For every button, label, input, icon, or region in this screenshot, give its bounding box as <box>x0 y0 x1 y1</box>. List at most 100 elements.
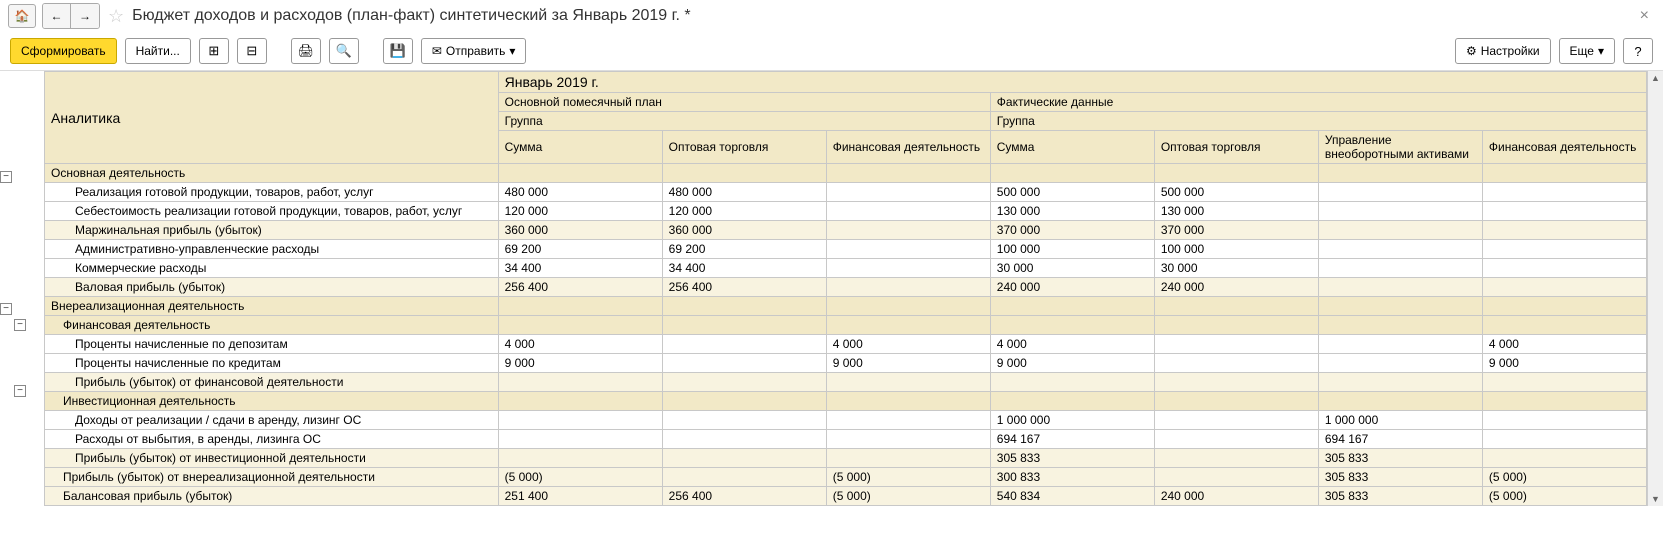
generate-button[interactable]: Сформировать <box>10 38 117 64</box>
favorite-icon[interactable]: ☆ <box>108 6 124 27</box>
cell-value <box>1154 373 1318 392</box>
cell-value: 30 000 <box>1154 259 1318 278</box>
cell-value: 4 000 <box>1482 335 1646 354</box>
cell-value: 500 000 <box>990 183 1154 202</box>
cell-value: 256 400 <box>662 278 826 297</box>
table-row[interactable]: Доходы от реализации / сдачи в аренду, л… <box>45 411 1647 430</box>
table-row[interactable]: Финансовая деятельность <box>45 316 1647 335</box>
table-row[interactable]: Себестоимость реализации готовой продукц… <box>45 202 1647 221</box>
cell-value <box>498 411 662 430</box>
cell-value: 360 000 <box>498 221 662 240</box>
table-row[interactable]: Прибыль (убыток) от финансовой деятельно… <box>45 373 1647 392</box>
cell-value: 120 000 <box>498 202 662 221</box>
cell-value <box>1318 297 1482 316</box>
cell-value <box>1482 392 1646 411</box>
table-row[interactable]: Прибыль (убыток) от инвестиционной деяте… <box>45 449 1647 468</box>
col-period: Январь 2019 г. <box>498 72 1646 93</box>
cell-value: 9 000 <box>498 354 662 373</box>
col-fact-sum: Сумма <box>990 131 1154 164</box>
cell-value <box>498 373 662 392</box>
row-label: Маржинальная прибыль (убыток) <box>45 221 499 240</box>
row-label: Себестоимость реализации готовой продукц… <box>45 202 499 221</box>
table-row[interactable]: Основная деятельность <box>45 164 1647 183</box>
cell-value <box>1318 373 1482 392</box>
cell-value: 30 000 <box>990 259 1154 278</box>
row-label: Внереализационная деятельность <box>45 297 499 316</box>
settings-button[interactable]: ⚙ Настройки <box>1455 38 1551 64</box>
cell-value <box>1154 468 1318 487</box>
cell-value: 4 000 <box>990 335 1154 354</box>
cell-value <box>990 316 1154 335</box>
cell-value <box>1482 183 1646 202</box>
table-row[interactable]: Коммерческие расходы34 40034 40030 00030… <box>45 259 1647 278</box>
expand-button[interactable]: ⊞ <box>199 38 229 64</box>
cell-value <box>1482 278 1646 297</box>
cell-value <box>826 183 990 202</box>
table-row[interactable]: Маржинальная прибыль (убыток)360 000360 … <box>45 221 1647 240</box>
table-row[interactable]: Административно-управленческие расходы69… <box>45 240 1647 259</box>
cell-value <box>662 373 826 392</box>
cell-value: 305 833 <box>1318 468 1482 487</box>
row-label: Проценты начисленные по депозитам <box>45 335 499 354</box>
tree-collapse-toggle[interactable]: − <box>0 171 12 183</box>
col-plan-sum: Сумма <box>498 131 662 164</box>
table-row[interactable]: Проценты начисленные по депозитам 4 000 4 … <box>45 335 1647 354</box>
tree-collapse-toggle[interactable]: − <box>14 385 26 397</box>
collapse-button[interactable]: ⊟ <box>237 38 267 64</box>
col-group-plan: Группа <box>498 112 990 131</box>
forward-button[interactable]: → <box>71 4 99 28</box>
table-row[interactable]: Валовая прибыль (убыток)256 400256 40024… <box>45 278 1647 297</box>
cell-value <box>1318 202 1482 221</box>
table-row[interactable]: Инвестиционная деятельность <box>45 392 1647 411</box>
cell-value <box>990 164 1154 183</box>
col-plan: Основной помесячный план <box>498 93 990 112</box>
vertical-scrollbar[interactable] <box>1647 71 1663 506</box>
print-button[interactable]: 🖨 <box>291 38 321 64</box>
cell-value: 305 833 <box>990 449 1154 468</box>
table-row[interactable]: Расходы от выбытия, в аренды, лизинга ОС… <box>45 430 1647 449</box>
cell-value <box>826 411 990 430</box>
table-row[interactable]: Внереализационная деятельность <box>45 297 1647 316</box>
help-button[interactable]: ? <box>1623 38 1653 64</box>
report-scroll[interactable]: Аналитика Январь 2019 г. Основной помеся… <box>44 71 1647 506</box>
table-row[interactable]: Проценты начисленные по кредитам9 0009 0… <box>45 354 1647 373</box>
cell-value: 305 833 <box>1318 487 1482 506</box>
home-button[interactable]: 🏠 <box>8 4 36 28</box>
cell-value: 69 200 <box>498 240 662 259</box>
send-button[interactable]: ✉ Отправить ▾ <box>421 38 527 64</box>
cell-value: (5 000) <box>1482 468 1646 487</box>
cell-value: 256 400 <box>662 487 826 506</box>
cell-value <box>1482 297 1646 316</box>
cell-value <box>1318 259 1482 278</box>
cell-value <box>1318 164 1482 183</box>
table-row[interactable]: Реализация готовой продукции, товаров, р… <box>45 183 1647 202</box>
cell-value <box>662 468 826 487</box>
cell-value <box>1482 373 1646 392</box>
more-button[interactable]: Еще ▾ <box>1559 38 1615 64</box>
find-button[interactable]: Найти... <box>125 38 191 64</box>
col-fact: Фактические данные <box>990 93 1646 112</box>
close-button[interactable]: × <box>1634 7 1655 25</box>
col-plan-finance: Финансовая деятельность <box>826 131 990 164</box>
cell-value: 34 400 <box>662 259 826 278</box>
cell-value: 100 000 <box>990 240 1154 259</box>
cell-value: (5 000) <box>826 468 990 487</box>
cell-value <box>1318 240 1482 259</box>
col-plan-wholesale: Оптовая торговля <box>662 131 826 164</box>
preview-button[interactable]: 🔍 <box>329 38 359 64</box>
col-group-fact: Группа <box>990 112 1646 131</box>
tree-collapse-toggle[interactable]: − <box>0 303 12 315</box>
cell-value: 300 833 <box>990 468 1154 487</box>
tree-collapse-toggle[interactable]: − <box>14 319 26 331</box>
back-button[interactable]: ← <box>43 4 71 28</box>
table-row[interactable]: Балансовая прибыль (убыток)251 400256 40… <box>45 487 1647 506</box>
cell-value <box>1482 411 1646 430</box>
cell-value: 69 200 <box>662 240 826 259</box>
cell-value: 540 834 <box>990 487 1154 506</box>
cell-value <box>662 335 826 354</box>
col-fact-wholesale: Оптовая торговля <box>1154 131 1318 164</box>
save-button[interactable]: 💾 <box>383 38 413 64</box>
cell-value: 305 833 <box>1318 449 1482 468</box>
table-row[interactable]: Прибыль (убыток) от внереализационной де… <box>45 468 1647 487</box>
row-label: Расходы от выбытия, в аренды, лизинга ОС <box>45 430 499 449</box>
